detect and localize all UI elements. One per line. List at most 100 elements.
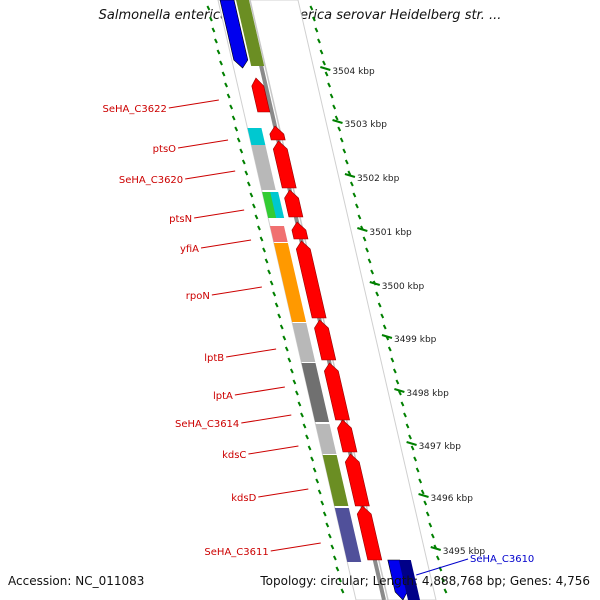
gene-label[interactable]: SeHA_C3622 <box>103 104 167 115</box>
gene-label[interactable]: SeHA_C3610 <box>470 554 534 565</box>
gene-leader-line <box>234 386 285 396</box>
gene-arrow <box>356 505 383 561</box>
inner-dot-tick <box>322 511 327 517</box>
inner-dot-tick <box>297 401 302 407</box>
tick-ring: 3504 kbp 3503 kbp 3502 kbp 3501 kbp 3500 kbp… <box>206 5 485 594</box>
gene-leader-line <box>200 239 252 249</box>
gene-label[interactable]: SeHA_C3611 <box>204 547 268 558</box>
kbp-major-tick <box>394 388 405 393</box>
outer-dot-tick <box>324 71 329 77</box>
kbp-tick-label: 3503 kbp <box>345 120 388 130</box>
outer-dot-tick <box>352 192 357 198</box>
gene-label[interactable]: lptA <box>213 391 233 402</box>
inner-dot-tick <box>262 247 266 253</box>
inner-dot-tick <box>236 137 241 143</box>
gene-label[interactable]: rpoN <box>186 291 210 302</box>
outer-dot-tick <box>332 104 337 110</box>
outer-dot-tick <box>355 203 359 209</box>
inner-dot-tick <box>327 533 332 539</box>
inner-dot-tick <box>325 522 330 528</box>
outer-dot-tick <box>375 291 380 297</box>
outer-dot-tick <box>410 445 415 451</box>
gene-arrow <box>284 189 304 218</box>
outer-dot-tick <box>390 357 395 363</box>
feature-track <box>219 0 420 600</box>
inner-dot-tick <box>267 269 271 275</box>
inner-dot-tick <box>206 5 211 11</box>
inner-dot-tick <box>234 126 239 132</box>
inner-dot-tick <box>302 423 307 429</box>
outer-dot-tick <box>425 511 430 517</box>
kbp-major-tick <box>344 173 356 178</box>
outer-dot-tick <box>370 269 374 275</box>
outer-dot-tick <box>347 170 352 176</box>
inner-dot-tick <box>320 500 325 506</box>
outer-dot-tick <box>312 16 316 22</box>
inner-dot-tick <box>292 379 297 385</box>
gene-arrow-blue-top <box>219 0 249 69</box>
gene-arrow <box>295 240 327 319</box>
outer-dot-tick <box>408 434 412 440</box>
outer-dot-tick <box>418 478 423 484</box>
outer-dot-tick <box>344 159 349 165</box>
inner-dot-tick <box>279 324 284 330</box>
gene-label[interactable]: kdsC <box>222 450 246 461</box>
inner-dot-tick <box>246 181 251 187</box>
outer-dot-tick <box>342 148 347 154</box>
inner-dot-tick <box>211 27 216 33</box>
gene-label[interactable]: SeHA_C3620 <box>119 175 183 186</box>
inner-dot-tick <box>249 192 254 198</box>
gene-arrow <box>344 453 370 507</box>
inner-dot-tick <box>300 412 304 418</box>
inner-dot-tick <box>229 104 234 110</box>
gene-label[interactable]: SeHA_C3614 <box>175 419 239 430</box>
inner-dot-tick <box>282 335 287 341</box>
inner-dot-tick <box>274 302 279 308</box>
inner-dot-tick <box>284 346 289 352</box>
outer-dot-tick <box>357 214 362 220</box>
outer-dot-tick <box>380 313 385 319</box>
outer-dot-tick <box>423 500 428 506</box>
inner-dot-tick <box>269 280 274 286</box>
inner-dot-tick <box>317 489 322 495</box>
outer-dot-tick <box>367 258 372 264</box>
kbp-tick-label: 3504 kbp <box>332 67 375 77</box>
inner-dot-tick <box>216 49 221 55</box>
outer-dot-tick <box>405 423 410 429</box>
kbp-tick-label: 3501 kbp <box>369 228 412 238</box>
outer-dot-tick <box>322 60 326 66</box>
gene-label[interactable]: kdsD <box>231 493 256 504</box>
kbp-major-tick <box>430 546 442 551</box>
inner-dot-tick <box>252 203 256 209</box>
cog-segment-olive-top <box>236 0 265 66</box>
kbp-tick-label: 3502 kbp <box>357 174 400 184</box>
accession-label: Accession: NC_011083 <box>8 574 145 588</box>
inner-dot-tick <box>289 368 294 374</box>
outer-dot-tick <box>319 49 324 55</box>
inner-dot-tick <box>264 258 269 264</box>
inner-dot-tick <box>277 313 282 319</box>
inner-dot-tick <box>335 566 340 572</box>
gene-label[interactable]: ptsN <box>169 214 192 225</box>
inner-dot-tick <box>224 82 228 88</box>
inner-dot-tick <box>330 544 335 550</box>
gene-leader-line <box>185 170 236 180</box>
gene-leader-line <box>258 488 309 498</box>
inner-dot-tick <box>332 555 337 561</box>
gene-arrow <box>251 77 271 113</box>
gene-label[interactable]: yfiA <box>180 244 199 255</box>
gene-labels: SeHA_C3622 ptsO SeHA_C3620 ptsN yfiA rpoN lptB… <box>103 99 534 576</box>
outer-dot-tick <box>420 489 425 495</box>
gene-label[interactable]: lptB <box>204 353 224 364</box>
inner-dot-tick <box>310 456 315 462</box>
cog-segment-pink <box>269 226 288 242</box>
kbp-major-tick <box>406 441 417 446</box>
gene-leader-line <box>248 445 299 455</box>
inner-dot-tick <box>295 390 299 396</box>
outer-dot-tick <box>314 27 319 33</box>
cog-segment-green <box>262 192 279 218</box>
cog-segment-cyan <box>270 192 285 218</box>
outer-dot-tick <box>403 412 407 418</box>
gene-label[interactable]: ptsO <box>153 144 176 155</box>
inner-dot-tick <box>226 93 231 99</box>
